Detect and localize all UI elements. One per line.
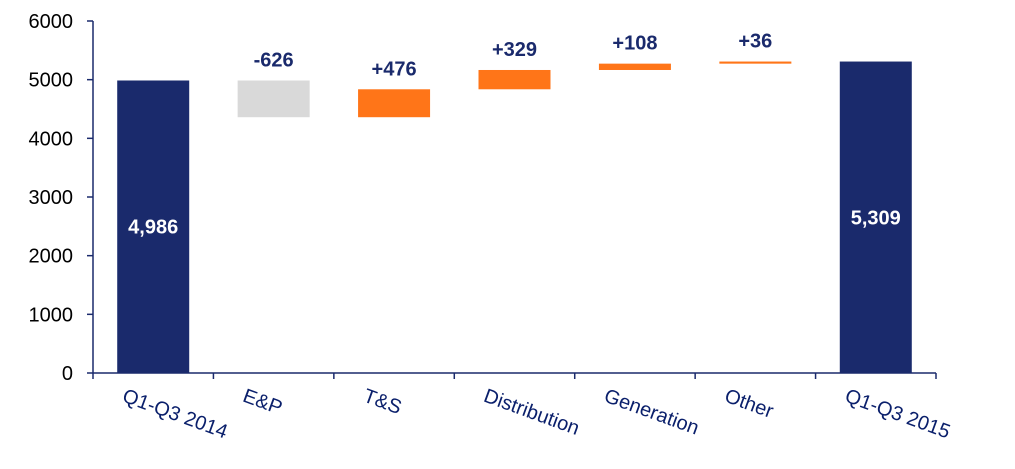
- bars: [117, 61, 912, 373]
- data-labels: 4,986 -626 +476 +329 +108 +36 5,309: [128, 31, 901, 239]
- y-tick-label: 0: [62, 363, 73, 385]
- total-bar: [839, 61, 912, 373]
- bar-data-label: +108: [612, 33, 657, 55]
- y-tick-label: 4000: [29, 128, 74, 150]
- bar-data-label: 5,309: [851, 207, 901, 229]
- total-bar: [117, 80, 190, 373]
- bar-data-label: +36: [738, 31, 772, 53]
- y-tick-label: 6000: [29, 11, 74, 33]
- bar-data-label: 4,986: [128, 217, 178, 239]
- bar-data-label: -626: [254, 49, 294, 71]
- x-tick-label: Distribution: [481, 385, 583, 440]
- increase-bar: [358, 89, 431, 118]
- decrease-bar: [237, 80, 310, 118]
- x-tick-label: Generation: [601, 385, 702, 440]
- bar-data-label: +476: [372, 58, 417, 80]
- x-axis: Q1-Q3 2014 E&P T&S Distribution Generation Ot…: [92, 372, 953, 443]
- x-tick-label: Other: [722, 385, 777, 423]
- x-tick-label: T&S: [360, 385, 404, 419]
- y-axis: 0 1000 2000 3000 4000 5000 6000: [29, 11, 94, 385]
- increase-bar: [478, 69, 551, 90]
- y-tick-label: 1000: [29, 304, 74, 326]
- y-tick-label: 3000: [29, 187, 74, 209]
- increase-bar: [719, 61, 792, 64]
- x-tick-label: Q1-Q3 2015: [842, 385, 953, 443]
- x-tick-label: E&P: [240, 385, 285, 419]
- x-tick-label: Q1-Q3 2014: [120, 385, 231, 443]
- y-tick-label: 2000: [29, 246, 74, 268]
- y-tick-label: 5000: [29, 70, 74, 92]
- increase-bar: [598, 63, 671, 70]
- bar-data-label: +329: [492, 39, 537, 61]
